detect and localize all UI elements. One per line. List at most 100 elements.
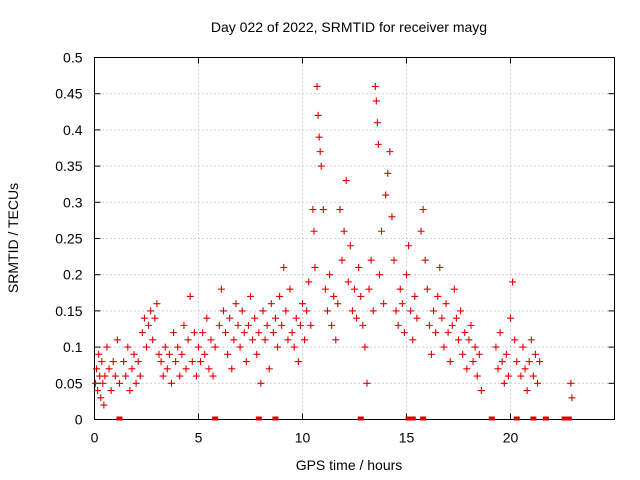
data-point [284,336,292,344]
data-point [511,336,519,344]
data-point [219,307,227,315]
y-tick-label: 0.35 [55,158,82,174]
data-point [244,321,252,329]
data-point [432,329,440,337]
data-point [195,343,202,351]
data-point [338,256,346,264]
data-point [140,314,148,322]
zero-point [212,416,219,421]
data-point [261,336,269,344]
data-point [323,307,331,315]
data-point [263,321,271,329]
x-tick-label: 10 [295,430,311,446]
x-tick-label: 0 [91,430,99,446]
data-point [159,372,167,380]
data-point [136,372,144,380]
data-point [384,169,392,177]
data-point [372,97,380,105]
data-point [502,350,510,358]
data-point [365,285,373,293]
data-point [328,321,336,329]
data-point [363,379,371,387]
data-point [369,307,377,315]
data-point [340,227,348,235]
data-point [161,343,169,351]
data-point [238,307,246,315]
data-point [232,300,240,308]
x-tick-label: 15 [399,430,415,446]
data-point [509,278,517,286]
data-point [386,148,394,156]
data-point [255,329,263,337]
zero-point [420,416,427,421]
y-tick-label: 0.25 [55,231,82,247]
data-point [120,358,128,366]
data-point [203,314,211,322]
data-point [475,350,483,358]
data-point [344,278,352,286]
data-point [296,321,304,329]
data-point [124,343,132,351]
data-point [100,401,108,409]
data-point [446,358,454,366]
data-point [209,372,217,380]
data-point [143,343,150,351]
data-point [257,379,265,387]
data-point [276,292,284,300]
data-point [215,321,223,329]
data-point [529,372,537,380]
y-tick-label: 0.5 [63,50,83,66]
data-point [184,336,192,344]
data-point [527,336,535,344]
data-point [178,350,186,358]
axis-ticks: 0 0.05 0.1 0.15 0.2 0.25 0.3 0.35 0.4 0.45 0.5 0 5 10… [55,50,615,446]
data-point [167,379,175,387]
data-point [286,285,294,293]
data-point [199,329,207,337]
data-point [222,329,230,337]
data-point [172,358,180,366]
x-tick-label: 5 [195,430,203,446]
y-axis-label: SRMTID / TECUs [5,183,21,293]
data-point [165,350,173,358]
data-point [375,271,383,279]
data-point [138,329,146,337]
data-point [348,307,356,315]
data-point [409,336,417,344]
data-point [390,256,398,264]
data-point [373,119,381,127]
data-point [190,329,198,337]
data-point [440,343,448,351]
data-point [305,278,313,286]
y-tick-label: 0 [75,412,83,428]
zero-point [542,416,549,421]
data-point [153,300,161,308]
data-point [455,336,462,344]
data-point [419,206,427,214]
data-point [326,271,334,279]
data-point [442,300,450,308]
data-point [525,358,533,366]
data-point [311,263,319,271]
data-point [126,387,134,395]
zero-point [272,416,279,421]
y-tick-label: 0.2 [63,267,83,283]
data-point [251,314,259,322]
data-point [452,314,460,322]
data-point [374,140,382,148]
data-point [134,358,142,366]
data-point [378,227,386,235]
data-point [351,285,358,293]
data-point [211,343,219,351]
x-axis-label: GPS time / hours [296,457,403,473]
data-point [523,387,531,395]
data-point [461,329,469,337]
data-point [330,292,338,300]
data-point [271,314,279,322]
data-point [303,307,311,315]
data-point [280,263,288,271]
zero-point [530,416,537,421]
data-point [400,329,408,337]
data-point [299,300,306,308]
